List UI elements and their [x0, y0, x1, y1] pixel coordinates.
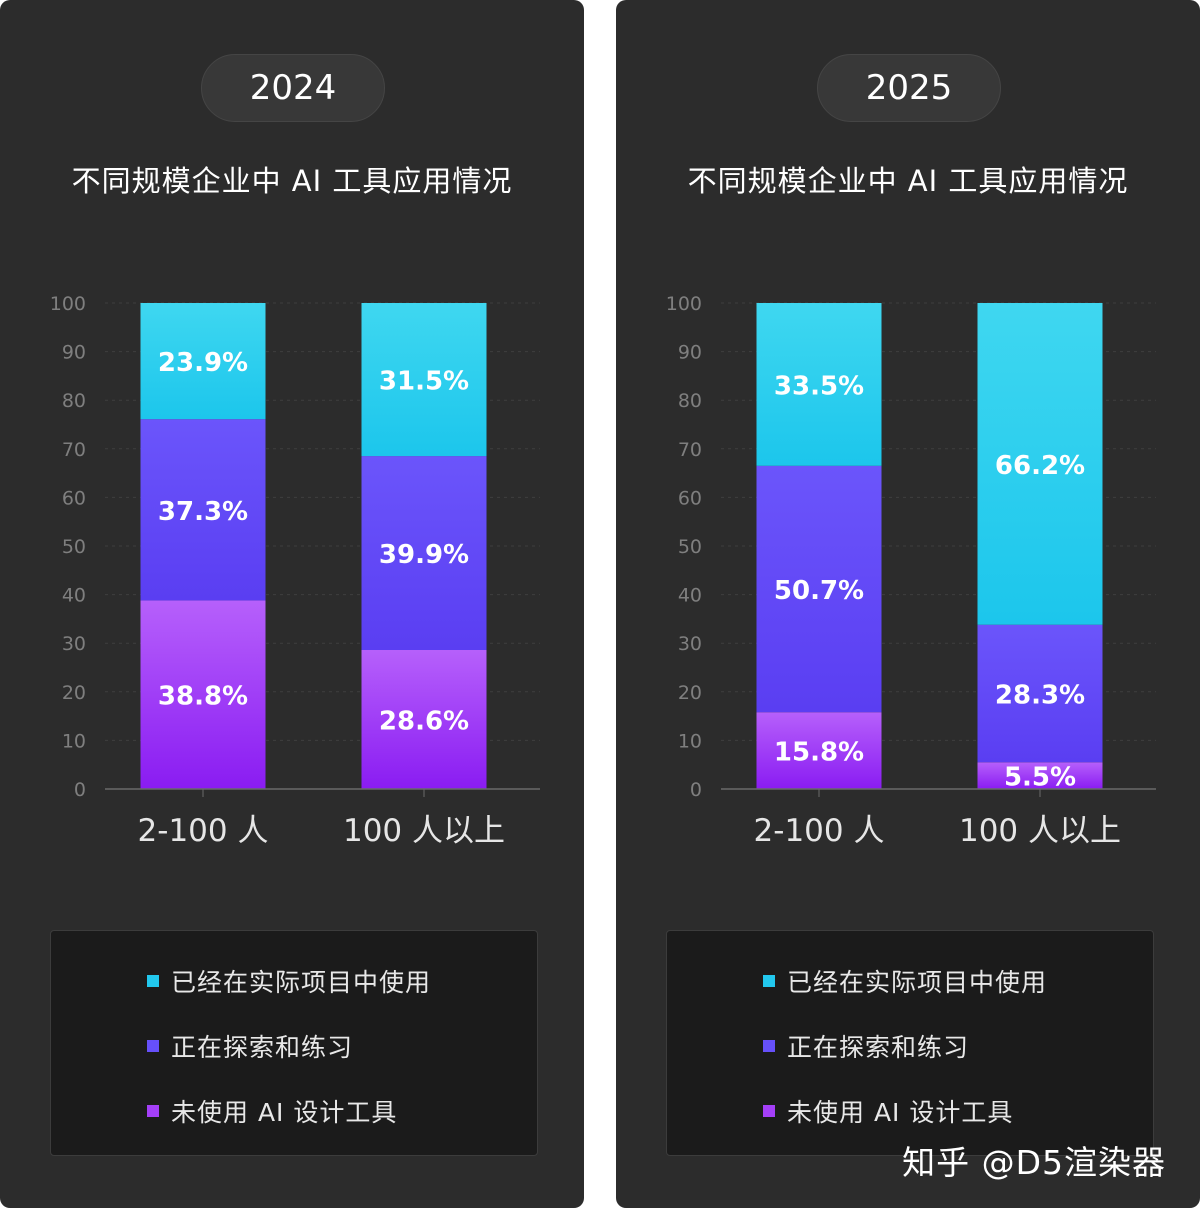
- legend-swatch-exploring: [147, 1040, 159, 1052]
- bar-segment-exploring: [140, 419, 266, 601]
- y-tick-label: 50: [62, 536, 86, 558]
- data-label: 28.6%: [379, 707, 469, 737]
- y-tick-label: 40: [62, 585, 86, 607]
- legend-swatch-used: [763, 975, 775, 987]
- data-label: 38.8%: [158, 682, 248, 712]
- y-tick-label: 10: [678, 730, 702, 752]
- data-label: 31.5%: [379, 367, 469, 397]
- legend-item-used: 已经在实际项目中使用: [147, 964, 431, 998]
- legend-swatch-used: [147, 975, 159, 987]
- data-label: 33.5%: [774, 371, 864, 401]
- chart-panel-2025: 2025 不同规模企业中 AI 工具应用情况 0 10 20 30 40 50 60 70 80…: [616, 0, 1200, 1208]
- y-tick-label: 70: [678, 439, 702, 461]
- bar-segment-used: [361, 303, 487, 457]
- y-tick-label: 100: [666, 293, 702, 315]
- y-tick-label: 80: [62, 390, 86, 412]
- bar-segment-exploring: [756, 465, 882, 713]
- data-label: 39.9%: [379, 540, 469, 570]
- legend: 已经在实际项目中使用 正在探索和练习 未使用 AI 设计工具: [666, 930, 1154, 1156]
- bar-segment-used: [977, 303, 1103, 625]
- data-label: 23.9%: [158, 348, 248, 378]
- bar-segment-not-used: [756, 712, 882, 789]
- x-category-label: 100 人以上: [959, 813, 1121, 849]
- legend-label: 正在探索和练习: [171, 1033, 354, 1062]
- legend-label: 已经在实际项目中使用: [787, 968, 1048, 997]
- legend-item-used: 已经在实际项目中使用: [763, 964, 1047, 998]
- stacked-bar-chart: 0 10 20 30 40 50 60 70 80 90 100 15.8% 50.7% 33.5% 2-1…: [666, 293, 1156, 849]
- data-label: 28.3%: [995, 681, 1085, 711]
- legend-label: 未使用 AI 设计工具: [787, 1098, 1014, 1127]
- x-category-label: 100 人以上: [343, 813, 505, 849]
- legend-swatch-not-used: [147, 1105, 159, 1117]
- chart-panel-2024: 2024 不同规模企业中 AI 工具应用情况 0 10 20 30 40 50 60 70 80…: [0, 0, 584, 1208]
- chart-title: 不同规模企业中 AI 工具应用情况: [687, 164, 1129, 198]
- legend: 已经在实际项目中使用 正在探索和练习 未使用 AI 设计工具: [50, 930, 538, 1156]
- data-label: 37.3%: [158, 497, 248, 527]
- legend-item-not-used: 未使用 AI 设计工具: [763, 1094, 1013, 1128]
- y-tick-label: 0: [74, 779, 86, 801]
- legend-label: 已经在实际项目中使用: [171, 968, 432, 997]
- y-tick-label: 30: [678, 633, 702, 655]
- bar-segment-exploring: [977, 624, 1103, 763]
- watermark: 知乎 @D5渲染器: [902, 1143, 1166, 1182]
- y-tick-label: 50: [678, 536, 702, 558]
- bar-segment-used: [756, 303, 882, 466]
- y-tick-label: 40: [678, 585, 702, 607]
- y-tick-label: 80: [678, 390, 702, 412]
- bar-segment-not-used: [977, 762, 1103, 789]
- data-label: 15.8%: [774, 738, 864, 768]
- data-label: 66.2%: [995, 451, 1085, 481]
- bar-segment-not-used: [140, 600, 266, 789]
- year-badge: 2024: [201, 54, 385, 122]
- legend-label: 正在探索和练习: [787, 1033, 970, 1062]
- y-tick-label: 30: [62, 633, 86, 655]
- stacked-bar-chart: 0 10 20 30 40 50 60 70 80 90 100 38.8% 37.3% 23.9% 2-1…: [50, 293, 540, 849]
- bar-segment-not-used: [361, 650, 487, 789]
- legend-item-exploring: 正在探索和练习: [763, 1029, 969, 1063]
- y-tick-label: 60: [678, 487, 702, 509]
- data-label: 5.5%: [1004, 763, 1076, 793]
- year-badge: 2025: [817, 54, 1001, 122]
- bar-segment-exploring: [361, 456, 487, 651]
- bar-segment-used: [140, 303, 266, 420]
- legend-item-exploring: 正在探索和练习: [147, 1029, 353, 1063]
- y-tick-label: 10: [62, 730, 86, 752]
- y-tick-label: 20: [678, 682, 702, 704]
- data-label: 50.7%: [774, 576, 864, 606]
- legend-swatch-not-used: [763, 1105, 775, 1117]
- y-tick-label: 100: [50, 293, 86, 315]
- chart-title: 不同规模企业中 AI 工具应用情况: [71, 164, 513, 198]
- x-category-label: 2-100 人: [754, 813, 885, 849]
- legend-swatch-exploring: [763, 1040, 775, 1052]
- y-tick-label: 70: [62, 439, 86, 461]
- y-tick-label: 90: [678, 342, 702, 364]
- x-category-label: 2-100 人: [138, 813, 269, 849]
- y-tick-label: 60: [62, 487, 86, 509]
- legend-label: 未使用 AI 设计工具: [171, 1098, 398, 1127]
- legend-item-not-used: 未使用 AI 设计工具: [147, 1094, 397, 1128]
- y-tick-label: 0: [690, 779, 702, 801]
- y-tick-label: 20: [62, 682, 86, 704]
- y-tick-label: 90: [62, 342, 86, 364]
